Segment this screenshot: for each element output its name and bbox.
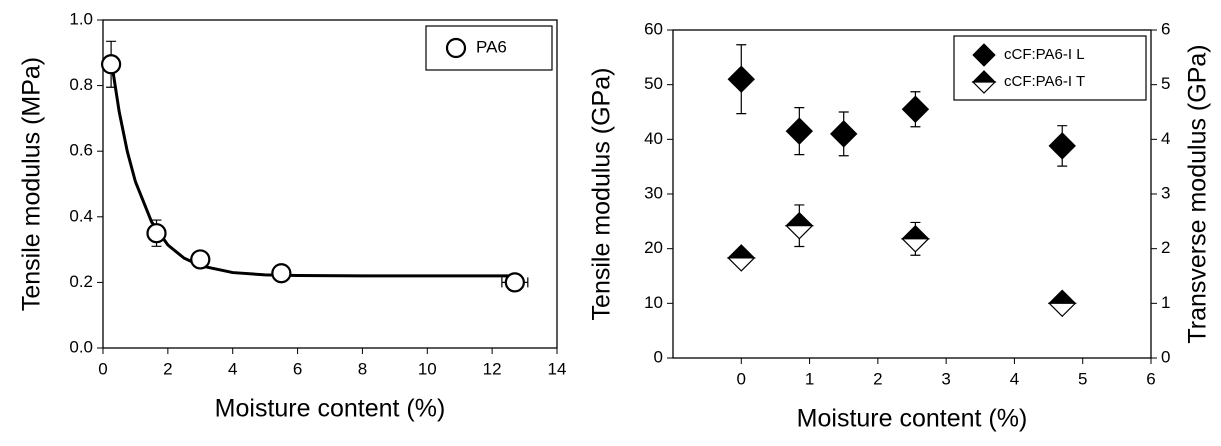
- x-tick-label: 3: [941, 369, 950, 388]
- data-point: [830, 120, 858, 148]
- y-tick-label: 0.2: [69, 272, 93, 291]
- marker-bottom: [726, 257, 756, 272]
- y-tick-label: 20: [644, 238, 663, 257]
- marker-top: [784, 211, 814, 227]
- y-tick-label: 10: [644, 293, 663, 312]
- data-point: [101, 54, 122, 75]
- y-tick-label: 50: [644, 74, 663, 93]
- x-tick-label: 4: [1010, 369, 1019, 388]
- data-point: [271, 263, 292, 284]
- data-point: [900, 224, 930, 253]
- legend-marker: [971, 70, 997, 94]
- data-point: [727, 65, 755, 93]
- marker-top: [726, 244, 756, 259]
- x-tick-label: 2: [163, 359, 172, 378]
- data-point: [1048, 132, 1076, 160]
- y2-tick-label: 1: [1161, 293, 1170, 312]
- y2-tick-label: 4: [1161, 129, 1170, 148]
- x-tick-label: 5: [1078, 369, 1087, 388]
- y2-tick-label: 3: [1161, 183, 1170, 202]
- data-point: [784, 211, 814, 240]
- y2-tick-label: 2: [1161, 238, 1170, 257]
- data-point: [1047, 289, 1077, 318]
- x-axis-label: Moisture content (%): [215, 395, 446, 423]
- marker-top: [1047, 289, 1077, 304]
- x-axis-label: Moisture content (%): [797, 405, 1028, 433]
- x-tick-label: 12: [483, 359, 502, 378]
- x-tick-label: 0: [737, 369, 746, 388]
- y-tick-label: 0.8: [69, 75, 93, 94]
- y-axis-label: Tensile modulus (GPa): [588, 68, 616, 321]
- legend-label: cCF:PA6-I T: [1004, 73, 1085, 90]
- y2-tick-label: 5: [1161, 74, 1170, 93]
- data-point: [901, 95, 930, 123]
- legend-marker: [972, 43, 996, 67]
- data-point: [190, 249, 211, 270]
- y-tick-label: 0.0: [69, 337, 93, 356]
- y-tick-label: 30: [644, 183, 663, 202]
- data-point: [785, 117, 814, 145]
- legend-label: PA6: [476, 37, 507, 56]
- marker-bottom: [1047, 302, 1077, 318]
- marker-bottom: [971, 81, 997, 94]
- x-tick-label: 2: [873, 369, 882, 388]
- x-tick-label: 10: [418, 359, 437, 378]
- y-axis-label: Tensile modulus (MPa): [18, 57, 46, 311]
- y-tick-label: 0: [654, 347, 663, 366]
- marker-bottom: [784, 225, 814, 240]
- y-tick-label: 1.0: [69, 9, 93, 28]
- fit-curve: [109, 59, 515, 278]
- x-tick-label: 14: [548, 359, 567, 378]
- x-tick-label: 1: [805, 369, 814, 388]
- data-point: [146, 223, 167, 244]
- y-tick-label: 40: [644, 129, 663, 148]
- x-tick-label: 0: [98, 359, 107, 378]
- data-point: [726, 244, 756, 272]
- y-tick-label: 0.4: [69, 206, 93, 225]
- marker-top: [900, 224, 930, 240]
- legend-label: cCF:PA6-I L: [1004, 46, 1085, 63]
- y2-axis-label: Transverse modulus (GPa): [1184, 44, 1212, 343]
- plot-frame: [102, 19, 558, 349]
- y2-tick-label: 6: [1161, 19, 1170, 38]
- legend-marker: [445, 37, 467, 59]
- y2-tick-label: 0: [1161, 347, 1170, 366]
- x-tick-label: 6: [293, 359, 302, 378]
- marker-bottom: [900, 238, 930, 253]
- x-tick-label: 4: [228, 359, 237, 378]
- y-tick-label: 0.6: [69, 141, 93, 160]
- x-tick-label: 8: [358, 359, 367, 378]
- data-point: [504, 272, 525, 293]
- x-tick-label: 6: [1146, 369, 1155, 388]
- y-tick-label: 60: [644, 19, 663, 38]
